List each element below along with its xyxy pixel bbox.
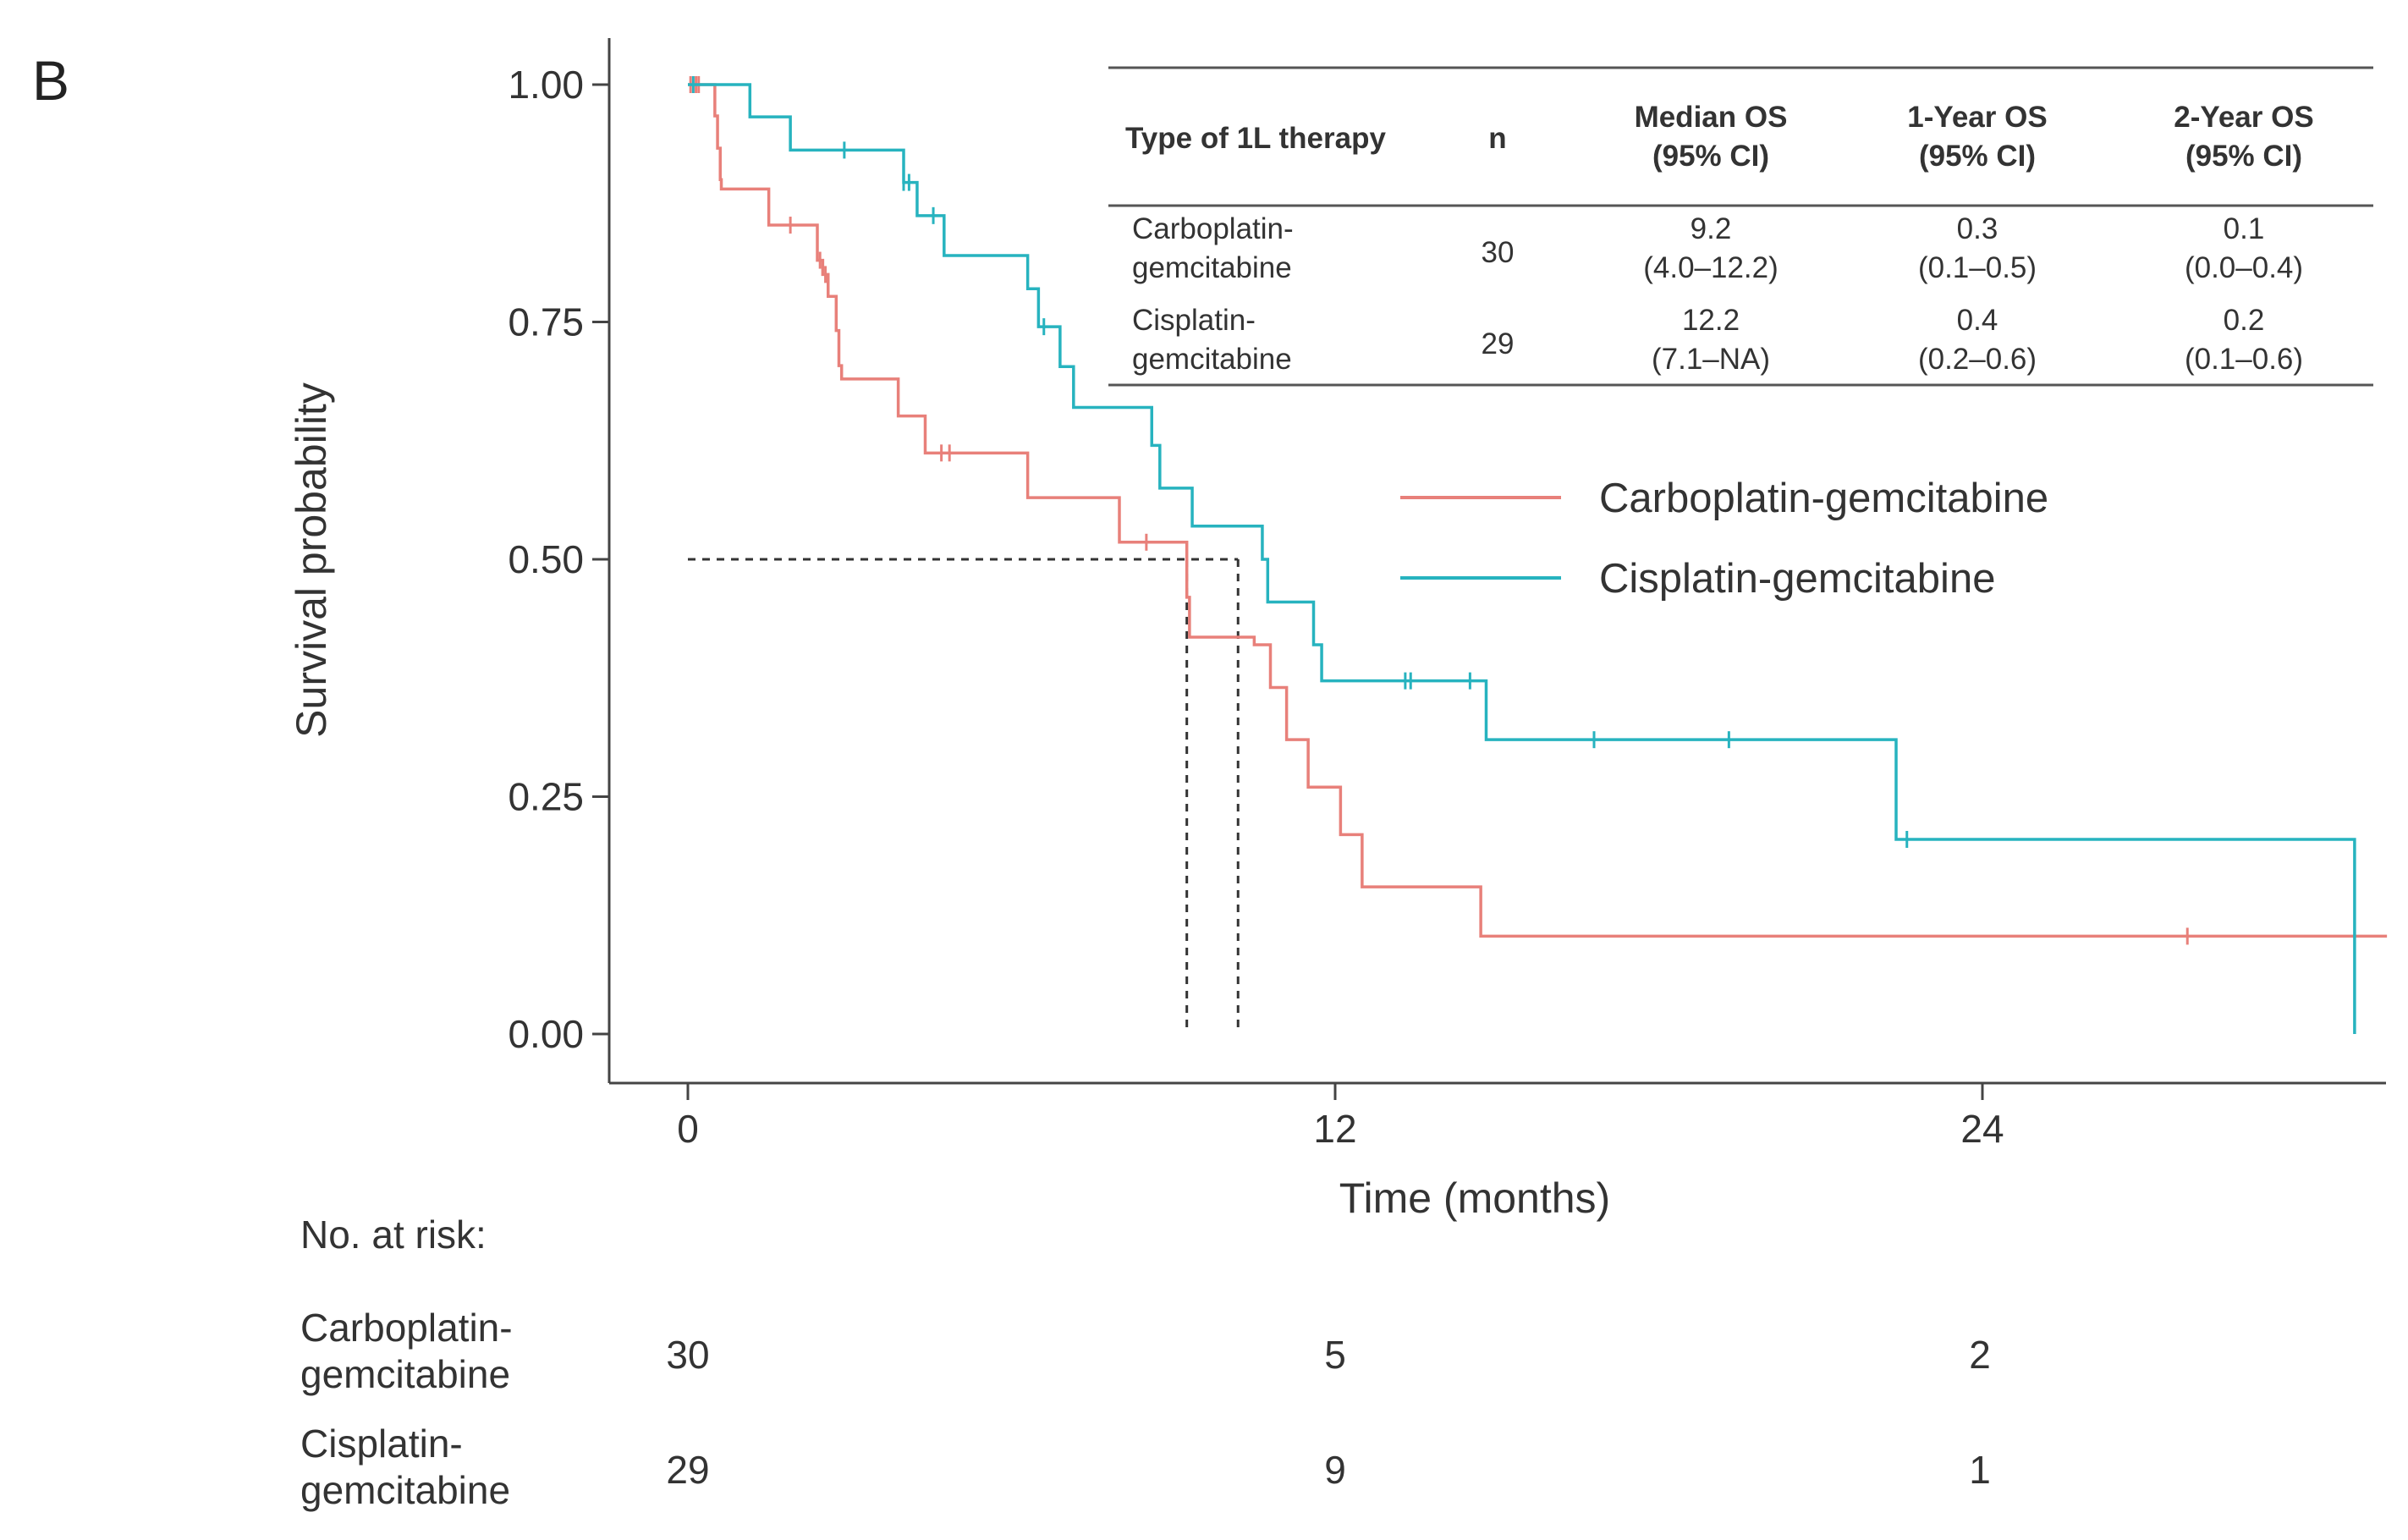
legend-label-carboplatin: Carboplatin-gemcitabine	[1599, 476, 2048, 521]
table-row2-1yr: 0.4	[1957, 304, 1998, 337]
legend-label-cisplatin: Cisplatin-gemcitabine	[1599, 556, 1995, 602]
table-row1-therapy-line1: Carboplatin-	[1132, 212, 1294, 245]
table-row2-median-ci: (7.1–NA)	[1652, 343, 1770, 376]
y-ticks: 0.00 0.25 0.50 0.75 1.00	[508, 63, 609, 1056]
y-axis-title: Survival probability	[288, 382, 335, 738]
table-row1-median: 9.2	[1691, 212, 1732, 245]
table-row1-1yr: 0.3	[1957, 212, 1998, 245]
table-row1-median-ci: (4.0–12.2)	[1643, 251, 1779, 284]
table-row2-therapy-line1: Cisplatin-	[1132, 304, 1256, 337]
risk-row2-count-24: 1	[1969, 1448, 1991, 1492]
summary-table: Type of 1L therapy n Median OS (95% CI) …	[1108, 66, 2373, 387]
risk-row2-count-12: 9	[1324, 1448, 1346, 1492]
table-row2-2yr-ci: (0.1–0.6)	[2185, 343, 2303, 376]
survival-curve-carboplatin	[688, 83, 2388, 938]
risk-row1-count-0: 30	[666, 1333, 709, 1377]
risk-row1-count-12: 5	[1324, 1333, 1346, 1377]
table-header-2yr-os: 2-Year OS	[2174, 101, 2313, 134]
risk-row2-label-line2: gemcitabine	[300, 1468, 510, 1512]
table-row1-therapy-line2: gemcitabine	[1132, 251, 1292, 284]
table-row1-1yr-ci: (0.1–0.5)	[1918, 251, 2037, 284]
risk-table: No. at risk: Carboplatin- gemcitabine 30…	[300, 1213, 1991, 1512]
table-header-median-os: Median OS	[1635, 101, 1788, 134]
x-ticks: 0 12 24	[677, 1083, 2004, 1151]
risk-row1-label-line1: Carboplatin-	[300, 1306, 513, 1350]
y-tick-label: 1.00	[508, 63, 584, 107]
table-header-therapy: Type of 1L therapy	[1125, 122, 1386, 155]
table-row2-2yr: 0.2	[2224, 304, 2265, 337]
risk-row1-count-24: 2	[1969, 1333, 1991, 1377]
y-tick-label: 0.00	[508, 1012, 584, 1056]
x-axis-title: Time (months)	[1339, 1174, 1610, 1222]
risk-row2-count-0: 29	[666, 1448, 709, 1492]
y-tick-label: 0.50	[508, 537, 584, 581]
x-tick-label: 12	[1313, 1107, 1356, 1151]
survival-curves	[688, 76, 2388, 1034]
table-header-2yr-os-ci: (95% CI)	[2185, 140, 2302, 173]
x-tick-label: 0	[677, 1107, 699, 1151]
table-row2-n: 29	[1482, 327, 1515, 360]
y-tick-label: 0.25	[508, 775, 584, 819]
table-row2-1yr-ci: (0.2–0.6)	[1918, 343, 2037, 376]
median-reference-lines	[688, 558, 1240, 1034]
risk-row2-label-line1: Cisplatin-	[300, 1422, 463, 1466]
table-row1-2yr-ci: (0.0–0.4)	[2185, 251, 2303, 284]
table-row1-2yr: 0.1	[2224, 212, 2265, 245]
risk-row1-label-line2: gemcitabine	[300, 1352, 510, 1396]
risk-table-title: No. at risk:	[300, 1213, 487, 1257]
table-row2-median: 12.2	[1682, 304, 1740, 337]
table-header-n: n	[1488, 122, 1506, 155]
table-header-median-os-ci: (95% CI)	[1652, 140, 1769, 173]
y-tick-label: 0.75	[508, 300, 584, 344]
x-tick-label: 24	[1960, 1107, 2004, 1151]
table-header-1yr-os: 1-Year OS	[1907, 101, 2047, 134]
panel-label: B	[32, 49, 69, 112]
legend: Carboplatin-gemcitabine Cisplatin-gemcit…	[1400, 476, 2048, 602]
table-row2-therapy-line2: gemcitabine	[1132, 343, 1292, 376]
table-row1-n: 30	[1482, 236, 1515, 269]
table-header-1yr-os-ci: (95% CI)	[1919, 140, 2036, 173]
